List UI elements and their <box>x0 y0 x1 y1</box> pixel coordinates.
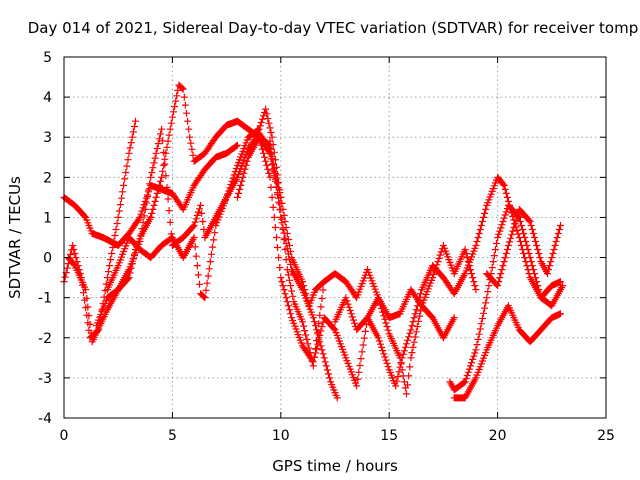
series-s7 <box>255 133 564 390</box>
axis-ticks <box>63 56 607 419</box>
x-tick-label: 25 <box>597 428 615 444</box>
y-tick-label: 1 <box>43 210 52 226</box>
series-markers <box>446 201 567 394</box>
y-tick-label: 2 <box>43 170 52 186</box>
series-s6 <box>233 133 480 370</box>
x-tick-labels: 0 5 10 15 20 25 <box>60 428 615 444</box>
series-markers <box>233 133 480 370</box>
series-s11 <box>450 302 564 402</box>
y-tick-label: 3 <box>43 130 52 146</box>
x-tick-label: 15 <box>380 428 398 444</box>
x-tick-label: 5 <box>168 428 177 444</box>
chart-title: Day 014 of 2021, Sidereal Day-to-day VTE… <box>28 19 639 37</box>
series-markers <box>266 137 341 402</box>
y-tick-label: 4 <box>43 90 52 106</box>
x-axis-label: GPS time / hours <box>272 457 398 475</box>
x-tick-label: 0 <box>60 428 69 444</box>
series-s8 <box>266 137 341 402</box>
y-tick-label: -3 <box>38 371 52 387</box>
y-tick-label: 0 <box>43 251 52 267</box>
plot-frame <box>63 56 607 419</box>
series-markers <box>255 133 564 390</box>
series-s12 <box>483 205 564 290</box>
series-s9 <box>331 294 458 398</box>
series-s10 <box>446 201 567 394</box>
series-markers <box>331 294 458 398</box>
x-tick-label: 10 <box>272 428 290 444</box>
series-markers <box>483 205 564 290</box>
data-points <box>60 81 567 402</box>
y-tick-labels: -4 -3 -2 -1 0 1 2 3 4 5 <box>38 50 52 427</box>
series-markers <box>450 302 564 402</box>
y-tick-label: -4 <box>38 411 52 427</box>
y-tick-label: -1 <box>38 291 52 307</box>
y-tick-label: -2 <box>38 331 52 347</box>
y-tick-label: 5 <box>43 50 52 66</box>
x-tick-label: 20 <box>489 428 507 444</box>
y-axis-label: SDTVAR / TECUs <box>6 176 24 299</box>
